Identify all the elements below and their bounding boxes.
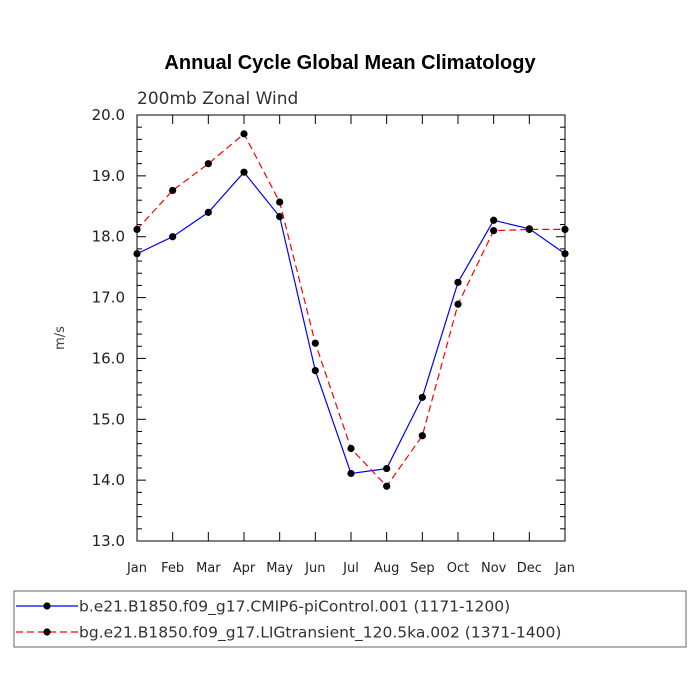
data-point — [204, 160, 212, 168]
plot-frame — [136, 114, 566, 542]
x-tick-label: Jul — [342, 561, 359, 576]
data-point — [347, 469, 355, 478]
legend-label: bg.e21.B1850.f09_g17.LIGtransient_120.5k… — [79, 624, 561, 643]
x-tick-label: Sep — [410, 561, 435, 576]
data-point — [454, 278, 462, 286]
data-point — [240, 168, 248, 176]
y-tick-label: 16.0 — [92, 349, 125, 367]
series-line — [136, 171, 566, 475]
legend-marker — [43, 602, 51, 610]
x-tick-label: Feb — [161, 561, 184, 576]
legend: b.e21.B1850.f09_g17.CMIP6-piControl.001 … — [13, 590, 687, 648]
data-point — [276, 213, 284, 221]
y-tick-label: 18.0 — [92, 228, 125, 246]
y-tick-labels: 13.0 14.0 15.0 16.0 17.0 18.0 19.0 20.0 — [92, 106, 125, 550]
minor-ticks — [137, 126, 565, 530]
chart-title: Annual Cycle Global Mean Climatology — [164, 52, 536, 74]
series-line — [136, 132, 565, 488]
data-point — [418, 393, 426, 401]
data-point — [204, 208, 212, 216]
x-tick-label: Jan — [554, 561, 575, 576]
x-tick-label: Oct — [447, 561, 469, 576]
data-point — [383, 464, 391, 473]
x-tick-label: May — [266, 561, 293, 576]
data-point — [311, 367, 319, 375]
y-tick-label: 19.0 — [92, 167, 125, 185]
y-tick-label: 14.0 — [92, 471, 125, 489]
x-tick-label: Aug — [374, 561, 399, 576]
y-tick-label: 15.0 — [92, 410, 125, 428]
data-point — [383, 482, 391, 490]
data-point — [276, 198, 284, 206]
data-point — [418, 432, 426, 440]
y-axis-label: m/s — [53, 326, 68, 350]
legend-box — [13, 590, 687, 648]
x-tick-label: Jun — [304, 561, 325, 576]
y-tick-label: 17.0 — [92, 289, 125, 307]
x-tick-labels: Jan Feb Mar Apr May Jun Jul Aug Sep Oct Nov Dec Jan — [126, 561, 575, 576]
data-point — [490, 216, 498, 224]
legend-marker — [43, 628, 51, 636]
x-tick-label: Apr — [233, 561, 256, 576]
x-tick-label: Dec — [517, 561, 542, 576]
chart-subtitle: 200mb Zonal Wind — [137, 89, 298, 109]
data-point — [347, 444, 355, 453]
data-point — [240, 130, 248, 138]
data-point — [525, 225, 533, 234]
major-ticks — [136, 114, 566, 542]
data-point — [311, 339, 319, 347]
y-tick-label: 20.0 — [92, 106, 125, 124]
data-point — [169, 186, 177, 195]
data-point — [454, 300, 462, 308]
x-tick-label: Mar — [196, 561, 221, 576]
y-tick-label: 13.0 — [92, 532, 125, 550]
legend-label: b.e21.B1850.f09_g17.CMIP6-piControl.001 … — [79, 598, 510, 617]
data-point — [169, 233, 177, 241]
data-point — [490, 227, 498, 235]
series-layer — [133, 130, 569, 490]
x-tick-label: Jan — [126, 561, 147, 576]
x-tick-label: Nov — [481, 561, 507, 576]
